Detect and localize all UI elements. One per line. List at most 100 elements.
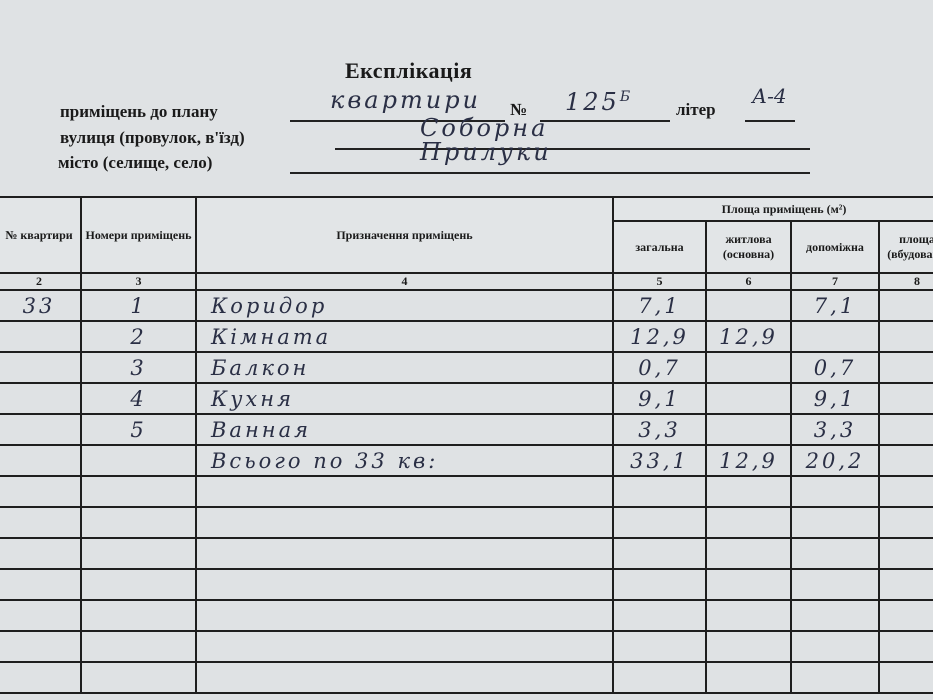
cell-total: 9,1 [612,382,707,415]
cell-apt [0,661,82,694]
col-number: 8 [878,272,933,291]
number-label: № [510,100,528,119]
cell-purpose: Коридор [195,289,614,322]
cell-purpose: Кухня [195,382,614,415]
cell-room [80,661,197,694]
cell-room [80,537,197,570]
cell-living: 12,9 [705,444,792,477]
col-number: 4 [195,272,614,291]
header-room-no: Номери приміщень [80,196,197,274]
table-row [0,568,933,601]
cell-purpose [195,630,614,663]
col-number: 3 [80,272,197,291]
cell-living [705,661,792,694]
column-numbers-row: 2 3 4 5 6 7 8 [0,272,933,291]
table-row [0,537,933,570]
cell-built-in [878,444,933,477]
cell-room [80,444,197,477]
header-area-group: Площа приміщень (м²) [612,196,933,222]
cell-built-in [878,351,933,384]
header-total: загальна [612,220,707,274]
col-number: 6 [705,272,792,291]
cell-built-in [878,568,933,601]
cell-built-in [878,537,933,570]
cell-aux [790,320,880,353]
cell-room: 1 [80,289,197,322]
cell-built-in [878,599,933,632]
cell-purpose [195,506,614,539]
cell-apt [0,630,82,663]
street-label: вулиця (провулок, в'їзд) [60,128,245,147]
cell-living [705,630,792,663]
street-value: Соборна [420,114,549,142]
cell-purpose [195,568,614,601]
cell-built-in [878,475,933,508]
cell-apt: 33 [0,289,82,322]
cell-living [705,289,792,322]
header-purpose: Призначення приміщень [195,196,614,274]
cell-room: 3 [80,351,197,384]
cell-apt [0,444,82,477]
cell-total [612,661,707,694]
number-value: 125Б [565,88,634,116]
liter-value: А-4 [752,84,787,108]
cell-aux [790,506,880,539]
cell-apt [0,537,82,570]
cell-apt [0,506,82,539]
cell-aux [790,661,880,694]
premises-label: приміщень до плану [60,102,218,121]
cell-apt [0,382,82,415]
cell-living [705,475,792,508]
cell-total [612,506,707,539]
cell-built-in [878,382,933,415]
cell-purpose [195,661,614,694]
cell-total: 33,1 [612,444,707,477]
cell-room [80,630,197,663]
cell-living [705,506,792,539]
cell-purpose [195,537,614,570]
cell-room [80,568,197,601]
cell-room [80,599,197,632]
cell-total [612,599,707,632]
cell-apt [0,351,82,384]
explication-table: № квартири Номери приміщень Призначення … [0,196,933,694]
table-row [0,661,933,694]
cell-total [612,537,707,570]
header-aux: допоміжна [790,220,880,274]
cell-apt [0,413,82,446]
header-living: житлова (основна) [705,220,792,274]
cell-living [705,537,792,570]
cell-built-in [878,506,933,539]
col-number: 7 [790,272,880,291]
cell-total: 12,9 [612,320,707,353]
cell-total: 0,7 [612,351,707,384]
cell-purpose: Кімната [195,320,614,353]
cell-apt [0,475,82,508]
cell-built-in [878,413,933,446]
header-built-in: площа (вбудовані) [878,220,933,274]
cell-room [80,506,197,539]
cell-aux [790,537,880,570]
city-value: Прилуки [420,138,552,166]
cell-built-in [878,320,933,353]
cell-purpose: Всього по 33 кв: [195,444,614,477]
table-row [0,506,933,539]
table-row: 33 1 Коридор 7,1 7,1 [0,289,933,322]
cell-aux [790,568,880,601]
cell-living [705,599,792,632]
cell-built-in [878,630,933,663]
cell-total [612,568,707,601]
table-row [0,630,933,663]
cell-room: 5 [80,413,197,446]
cell-living: 12,9 [705,320,792,353]
col-number: 5 [612,272,707,291]
table-row: 5 Ванная 3,3 3,3 [0,413,933,446]
cell-apt [0,599,82,632]
cell-aux [790,599,880,632]
cell-purpose: Балкон [195,351,614,384]
header-apt-no: № квартири [0,196,82,274]
cell-built-in [878,289,933,322]
table-row: 2 Кімната 12,9 12,9 [0,320,933,353]
cell-purpose [195,599,614,632]
cell-aux: 7,1 [790,289,880,322]
